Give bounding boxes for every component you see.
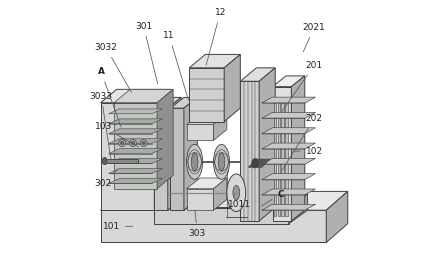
- Polygon shape: [259, 68, 275, 221]
- Text: 11: 11: [163, 31, 188, 100]
- Polygon shape: [187, 124, 214, 140]
- Polygon shape: [272, 76, 305, 87]
- Text: 103: 103: [95, 122, 139, 147]
- Circle shape: [119, 140, 126, 147]
- Polygon shape: [326, 191, 348, 242]
- Polygon shape: [154, 97, 181, 108]
- Polygon shape: [109, 149, 163, 154]
- Ellipse shape: [214, 144, 229, 179]
- Polygon shape: [214, 178, 227, 210]
- Polygon shape: [262, 158, 315, 164]
- Polygon shape: [171, 97, 197, 108]
- FancyBboxPatch shape: [281, 103, 284, 215]
- Ellipse shape: [191, 153, 198, 171]
- Text: 2021: 2021: [303, 23, 326, 52]
- Polygon shape: [157, 89, 173, 189]
- Polygon shape: [154, 108, 168, 210]
- FancyBboxPatch shape: [103, 159, 138, 163]
- Polygon shape: [272, 87, 291, 221]
- Text: 3033: 3033: [89, 92, 113, 159]
- Ellipse shape: [102, 158, 107, 164]
- Polygon shape: [154, 89, 171, 210]
- Text: 12: 12: [206, 8, 226, 65]
- Text: A: A: [97, 68, 121, 127]
- FancyBboxPatch shape: [285, 103, 288, 215]
- Polygon shape: [154, 194, 307, 208]
- Polygon shape: [189, 55, 240, 68]
- Polygon shape: [262, 112, 315, 118]
- Polygon shape: [262, 97, 315, 103]
- Polygon shape: [114, 89, 173, 103]
- Polygon shape: [109, 139, 163, 144]
- FancyBboxPatch shape: [278, 103, 280, 215]
- Text: 1011: 1011: [227, 194, 250, 209]
- Polygon shape: [224, 55, 240, 122]
- Polygon shape: [109, 109, 163, 114]
- Polygon shape: [168, 97, 181, 210]
- Polygon shape: [240, 81, 259, 221]
- Polygon shape: [291, 76, 305, 221]
- Circle shape: [129, 140, 136, 147]
- FancyBboxPatch shape: [274, 103, 276, 215]
- Text: 201: 201: [282, 61, 323, 111]
- Polygon shape: [262, 189, 315, 195]
- Polygon shape: [114, 103, 157, 189]
- Text: C: C: [261, 190, 284, 206]
- Circle shape: [140, 140, 147, 147]
- Ellipse shape: [218, 153, 225, 171]
- Text: 3032: 3032: [94, 43, 132, 92]
- Text: 202: 202: [282, 114, 323, 170]
- Ellipse shape: [227, 174, 246, 212]
- Polygon shape: [101, 210, 326, 242]
- Polygon shape: [184, 97, 197, 210]
- Text: 303: 303: [189, 210, 206, 238]
- Polygon shape: [187, 189, 214, 210]
- Polygon shape: [101, 89, 171, 103]
- Polygon shape: [109, 168, 163, 173]
- Text: 302: 302: [95, 169, 117, 188]
- Text: 301: 301: [135, 22, 158, 84]
- Polygon shape: [214, 113, 227, 140]
- Polygon shape: [262, 174, 315, 180]
- Ellipse shape: [252, 158, 258, 168]
- Ellipse shape: [233, 185, 240, 200]
- Polygon shape: [101, 191, 348, 210]
- Circle shape: [131, 141, 135, 145]
- Polygon shape: [109, 129, 163, 134]
- Polygon shape: [240, 68, 275, 81]
- Polygon shape: [154, 208, 289, 224]
- Polygon shape: [109, 119, 163, 124]
- Text: 101: 101: [103, 222, 133, 231]
- Polygon shape: [262, 128, 315, 134]
- Polygon shape: [171, 108, 184, 210]
- Polygon shape: [189, 68, 224, 122]
- Polygon shape: [187, 178, 227, 189]
- Polygon shape: [262, 204, 315, 210]
- Polygon shape: [187, 113, 227, 124]
- Polygon shape: [249, 159, 270, 167]
- Circle shape: [120, 141, 124, 145]
- Text: 102: 102: [293, 147, 323, 156]
- Polygon shape: [101, 103, 154, 210]
- Polygon shape: [289, 194, 307, 224]
- Ellipse shape: [187, 144, 203, 179]
- Polygon shape: [109, 178, 163, 183]
- Polygon shape: [109, 159, 163, 163]
- Circle shape: [142, 141, 145, 145]
- Polygon shape: [262, 143, 315, 149]
